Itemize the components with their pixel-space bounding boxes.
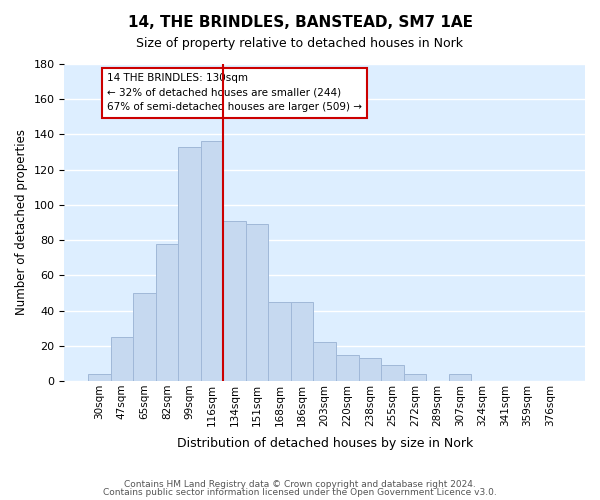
Text: Size of property relative to detached houses in Nork: Size of property relative to detached ho… [137,38,464,51]
Bar [268,302,291,381]
Bar [155,244,178,381]
Text: 14 THE BRINDLES: 130sqm
← 32% of detached houses are smaller (244)
67% of semi-d: 14 THE BRINDLES: 130sqm ← 32% of detache… [107,73,362,112]
Bar [336,354,359,381]
Bar [110,337,133,381]
X-axis label: Distribution of detached houses by size in Nork: Distribution of detached houses by size … [176,437,473,450]
Bar [359,358,381,381]
Bar [404,374,426,381]
Bar [133,293,155,381]
Bar [223,220,246,381]
Bar [381,365,404,381]
Bar [246,224,268,381]
Bar [178,147,201,381]
Bar [201,142,223,381]
Bar [449,374,471,381]
Bar [313,342,336,381]
Text: Contains HM Land Registry data © Crown copyright and database right 2024.: Contains HM Land Registry data © Crown c… [124,480,476,489]
Bar [291,302,313,381]
Text: Contains public sector information licensed under the Open Government Licence v3: Contains public sector information licen… [103,488,497,497]
Text: 14, THE BRINDLES, BANSTEAD, SM7 1AE: 14, THE BRINDLES, BANSTEAD, SM7 1AE [128,15,473,30]
Bar [88,374,110,381]
Y-axis label: Number of detached properties: Number of detached properties [15,130,28,316]
